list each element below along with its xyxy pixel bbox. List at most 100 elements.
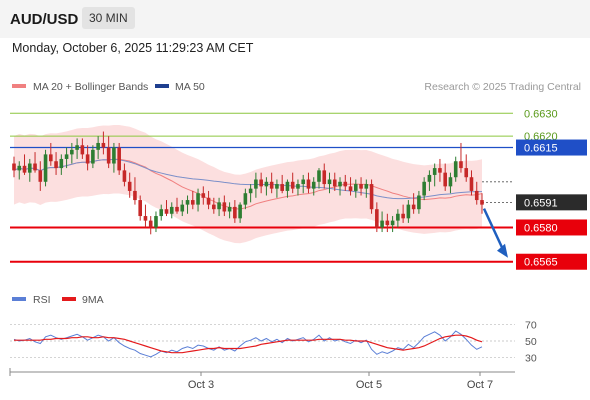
candle-body bbox=[369, 184, 374, 210]
candle-body bbox=[353, 184, 358, 191]
time-axis-label: Oct 3 bbox=[188, 379, 214, 391]
copyright-text: Research © 2025 Trading Central bbox=[424, 81, 581, 93]
forecast-arrow bbox=[482, 208, 508, 258]
time-axis-label: Oct 7 bbox=[467, 379, 493, 391]
candle-body bbox=[269, 181, 274, 189]
level-label-box-3 bbox=[516, 194, 587, 211]
candle-body bbox=[459, 161, 463, 169]
candle-body bbox=[453, 161, 458, 178]
candle-body bbox=[338, 181, 342, 187]
candle-body bbox=[422, 181, 426, 196]
candle-body bbox=[332, 179, 337, 187]
candle-body bbox=[364, 184, 369, 189]
candle-body bbox=[12, 163, 16, 171]
candle-body bbox=[169, 206, 174, 214]
candle-body bbox=[175, 206, 179, 212]
candle-body bbox=[112, 147, 116, 164]
candle-body bbox=[164, 209, 169, 214]
candle-body bbox=[464, 168, 469, 178]
candle-body bbox=[133, 190, 137, 201]
rsi-legend-swatch bbox=[12, 297, 26, 301]
candle-body bbox=[290, 181, 295, 189]
symbol-title: AUD/USD bbox=[10, 11, 79, 28]
candle-body bbox=[411, 204, 416, 210]
candle-body bbox=[401, 213, 405, 219]
candle-body bbox=[106, 147, 111, 164]
candle-body bbox=[432, 168, 437, 175]
candle-body bbox=[480, 200, 484, 205]
candle-body bbox=[17, 165, 22, 171]
candle-body bbox=[396, 213, 400, 221]
level-label-0: 0.6630 bbox=[524, 108, 558, 120]
level-label-4: 0.6580 bbox=[524, 222, 558, 234]
candle-body bbox=[22, 165, 27, 173]
candle-body bbox=[154, 216, 158, 228]
candle-body bbox=[311, 181, 316, 189]
time-axis-label: Oct 5 bbox=[356, 379, 382, 391]
candle-body bbox=[222, 202, 227, 212]
forecast-arrow-head bbox=[497, 243, 508, 258]
candles bbox=[12, 131, 484, 235]
rsi-tick-70: 70 bbox=[525, 319, 537, 331]
candle-body bbox=[427, 174, 432, 182]
level-label-5: 0.6565 bbox=[524, 257, 558, 269]
candle-body bbox=[75, 145, 79, 150]
candle-body bbox=[159, 209, 164, 217]
datetime-label: Monday, October 6, 2025 11:29:23 AM CET bbox=[12, 41, 254, 55]
rsi-ma-legend-swatch bbox=[62, 297, 76, 301]
candle-body bbox=[227, 206, 232, 212]
ma20-legend-label: MA 20 + Bollinger Bands bbox=[33, 81, 148, 93]
candle-body bbox=[469, 177, 474, 191]
candle-body bbox=[64, 154, 69, 159]
candle-body bbox=[375, 209, 379, 228]
candle-body bbox=[148, 220, 153, 228]
rsi-tick-30: 30 bbox=[525, 353, 537, 365]
candle-body bbox=[138, 200, 143, 217]
candle-body bbox=[264, 181, 269, 187]
candle-body bbox=[127, 181, 132, 191]
candle-body bbox=[80, 145, 85, 155]
candle-body bbox=[180, 204, 185, 212]
ma50-legend-swatch bbox=[155, 84, 169, 88]
candle-body bbox=[343, 181, 348, 187]
candle-body bbox=[259, 179, 263, 187]
candle-body bbox=[54, 161, 58, 169]
rsi-tick-50: 50 bbox=[525, 336, 537, 348]
candle-body bbox=[49, 154, 53, 162]
candle-body bbox=[238, 204, 242, 219]
candle-body bbox=[27, 163, 32, 173]
ma50-legend-label: MA 50 bbox=[175, 81, 205, 93]
candle-body bbox=[91, 149, 95, 164]
chart-header: AUD/USD 30 MIN bbox=[0, 0, 590, 38]
candle-body bbox=[417, 195, 421, 210]
candle-body bbox=[280, 184, 284, 191]
candle-body bbox=[296, 184, 300, 189]
candle-body bbox=[406, 204, 411, 219]
candle-body bbox=[38, 170, 43, 182]
candle-body bbox=[448, 177, 453, 187]
candle-body bbox=[380, 220, 384, 228]
candle-body bbox=[33, 163, 37, 171]
level-label-box-4 bbox=[516, 219, 587, 236]
candle-body bbox=[117, 147, 121, 171]
candle-body bbox=[190, 200, 195, 205]
level-label-box-5 bbox=[516, 253, 587, 270]
candle-body bbox=[85, 154, 90, 164]
candle-body bbox=[275, 184, 279, 189]
timeframe-button[interactable]: 30 MIN bbox=[82, 7, 135, 29]
candle-body bbox=[122, 170, 127, 182]
candle-body bbox=[443, 172, 447, 187]
candle-body bbox=[201, 193, 206, 198]
candle-body bbox=[348, 186, 353, 191]
rsi-ma-line bbox=[14, 334, 483, 354]
candle-body bbox=[96, 142, 100, 150]
candle-body bbox=[212, 204, 216, 210]
time-axis: Oct 3 Oct 5 Oct 7 bbox=[9, 368, 515, 391]
candle-body bbox=[59, 158, 64, 169]
candle-body bbox=[196, 193, 200, 205]
candle-body bbox=[217, 202, 221, 210]
candle-body bbox=[206, 197, 211, 205]
